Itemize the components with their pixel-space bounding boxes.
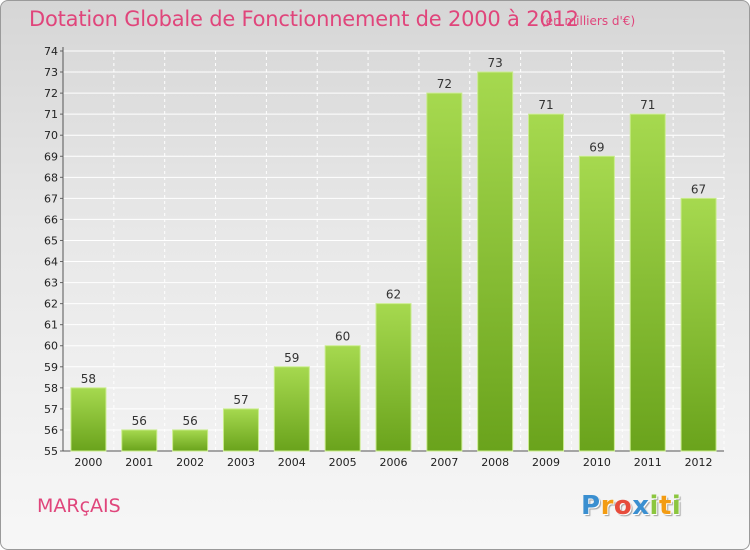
bar-2002 — [172, 429, 209, 452]
value-label-2012: 67 — [691, 182, 706, 196]
bar-2009 — [528, 113, 565, 452]
logo-letter: o — [613, 491, 633, 521]
value-label-2009: 71 — [538, 98, 553, 112]
y-tick-label: 73 — [44, 66, 58, 79]
x-tick-label-2001: 2001 — [125, 456, 153, 469]
y-tick-label: 59 — [44, 361, 58, 374]
x-tick-label-2011: 2011 — [634, 456, 662, 469]
bar-2000 — [70, 387, 107, 452]
x-tick-label-2012: 2012 — [685, 456, 713, 469]
x-tick-label-2010: 2010 — [583, 456, 611, 469]
y-tick-label: 55 — [44, 445, 58, 458]
value-label-2008: 73 — [488, 56, 503, 70]
value-label-2005: 60 — [335, 330, 350, 344]
value-label-2010: 69 — [589, 140, 604, 154]
commune-name: MARçAIS — [37, 495, 121, 517]
logo-letter: i — [649, 491, 659, 521]
y-tick-label: 57 — [44, 403, 58, 416]
value-label-2001: 56 — [132, 414, 147, 428]
logo-letter: t — [658, 491, 672, 521]
x-tick-label-2009: 2009 — [532, 456, 560, 469]
y-tick-label: 58 — [44, 382, 58, 395]
y-tick-label: 69 — [44, 150, 58, 163]
chart-unit: (en milliers d'€) — [541, 14, 636, 28]
logo-letter: P — [581, 491, 601, 521]
y-tick-label: 71 — [44, 108, 58, 121]
bar-2010 — [578, 155, 615, 452]
y-tick-label: 62 — [44, 298, 58, 311]
bar-2011 — [629, 113, 666, 452]
x-tick-label-2004: 2004 — [278, 456, 306, 469]
y-tick-label: 67 — [44, 192, 58, 205]
y-tick-label: 63 — [44, 277, 58, 290]
bar-2012 — [680, 197, 717, 452]
bar-2004 — [273, 366, 310, 452]
label-layer: 58 2000 56 2001 56 2002 57 2003 59 2004 60 2005 62 20… — [74, 56, 712, 469]
logo-letter: x — [632, 491, 650, 521]
x-tick-label-2007: 2007 — [430, 456, 458, 469]
logo-letter: r — [600, 491, 614, 521]
value-label-2002: 56 — [182, 414, 197, 428]
x-tick-label-2000: 2000 — [74, 456, 102, 469]
y-tick-label: 66 — [44, 213, 58, 226]
y-tick-label: 60 — [44, 340, 58, 353]
x-tick-label-2005: 2005 — [329, 456, 357, 469]
chart-title: Dotation Globale de Fonctionnement de 20… — [29, 7, 579, 31]
proxiti-logo: Proxiti — [581, 491, 681, 521]
x-tick-label-2002: 2002 — [176, 456, 204, 469]
value-label-2007: 72 — [437, 77, 452, 91]
bar-layer — [70, 71, 717, 452]
y-tick-label: 70 — [44, 129, 58, 142]
value-label-2004: 59 — [284, 351, 299, 365]
bar-2003 — [222, 408, 259, 452]
bar-2007 — [426, 92, 463, 452]
value-label-2003: 57 — [233, 393, 248, 407]
bar-2006 — [375, 303, 412, 452]
x-tick-label-2008: 2008 — [481, 456, 509, 469]
value-label-2006: 62 — [386, 288, 401, 302]
bar-2005 — [324, 345, 361, 452]
value-label-2011: 71 — [640, 98, 655, 112]
bar-2001 — [121, 429, 158, 452]
x-tick-label-2003: 2003 — [227, 456, 255, 469]
value-label-2000: 58 — [81, 372, 96, 386]
y-tick-label: 68 — [44, 171, 58, 184]
y-tick-label: 64 — [44, 256, 58, 269]
bar-2008 — [477, 71, 514, 452]
x-tick-label-2006: 2006 — [380, 456, 408, 469]
y-tick-label: 65 — [44, 234, 58, 247]
y-tick-label: 61 — [44, 319, 58, 332]
logo-letter: i — [671, 491, 682, 521]
y-tick-label: 74 — [44, 45, 58, 58]
y-tick-label: 72 — [44, 87, 58, 100]
y-tick-label: 56 — [44, 424, 58, 437]
